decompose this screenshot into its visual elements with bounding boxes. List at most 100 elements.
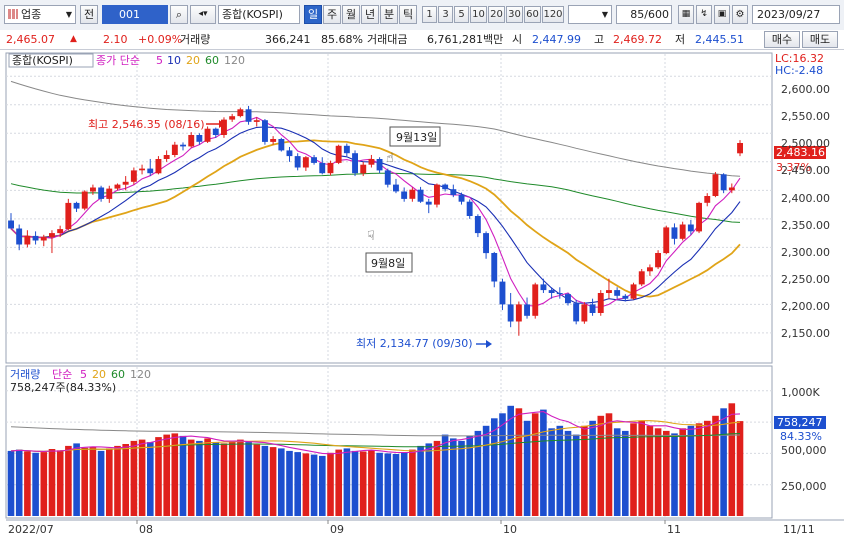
period-day[interactable]: 일 — [304, 5, 322, 24]
volume-bar[interactable] — [335, 449, 342, 516]
candle[interactable] — [270, 139, 277, 142]
period-tick[interactable]: 틱 — [399, 5, 417, 24]
candle[interactable] — [655, 253, 661, 268]
volume-bar[interactable] — [564, 430, 572, 516]
volume-bar[interactable] — [32, 452, 39, 516]
candle[interactable] — [573, 303, 580, 322]
interval-1[interactable]: 1 — [422, 6, 437, 23]
market-select[interactable]: 업종 ▼ — [4, 5, 76, 24]
candle[interactable] — [712, 174, 719, 196]
candle[interactable] — [663, 227, 670, 254]
interval-120[interactable]: 120 — [542, 6, 564, 23]
volume-bar[interactable] — [433, 440, 441, 516]
candle[interactable] — [425, 201, 432, 205]
candle[interactable] — [24, 235, 31, 245]
period-month[interactable]: 월 — [342, 5, 360, 24]
interval-20[interactable]: 20 — [488, 6, 505, 23]
volume-bar[interactable] — [114, 445, 121, 516]
volume-bar[interactable] — [450, 438, 457, 516]
volume-bar[interactable] — [65, 445, 72, 516]
candle[interactable] — [434, 184, 440, 205]
candle[interactable] — [393, 184, 399, 192]
candle[interactable] — [49, 233, 55, 238]
candle[interactable] — [311, 157, 317, 163]
candle[interactable] — [556, 293, 563, 295]
candle[interactable] — [73, 202, 80, 209]
volume-bar[interactable] — [179, 435, 187, 516]
volume-bar[interactable] — [269, 447, 277, 516]
candle[interactable] — [98, 187, 105, 199]
candle[interactable] — [335, 145, 342, 163]
candle[interactable] — [163, 155, 170, 159]
volume-bar[interactable] — [728, 403, 736, 516]
volume-bar[interactable] — [286, 450, 293, 516]
volume-bar[interactable] — [106, 448, 113, 516]
candle[interactable] — [507, 304, 514, 322]
candle[interactable] — [704, 196, 711, 203]
candle[interactable] — [16, 228, 23, 245]
candle[interactable] — [286, 150, 293, 157]
candle[interactable] — [442, 184, 449, 190]
gear-icon[interactable]: ⚙ — [732, 5, 748, 24]
candle[interactable] — [548, 290, 555, 293]
volume-bar[interactable] — [392, 454, 400, 516]
speaker-icon[interactable]: ◂▾ — [190, 5, 216, 24]
sell-button[interactable]: 매도 — [802, 31, 838, 48]
candle[interactable] — [737, 143, 743, 154]
candle[interactable] — [155, 159, 162, 174]
volume-bar[interactable] — [163, 434, 170, 516]
candle[interactable] — [687, 224, 694, 232]
period-year[interactable]: 년 — [361, 5, 379, 24]
save-icon[interactable]: ▣ — [714, 5, 730, 24]
chart-tool-icon[interactable]: ↯ — [696, 5, 712, 24]
prev-button[interactable]: 전 — [80, 5, 98, 24]
volume-bar[interactable] — [302, 453, 310, 516]
volume-bar[interactable] — [40, 452, 48, 516]
interval-5[interactable]: 5 — [454, 6, 469, 23]
volume-bar[interactable] — [155, 437, 162, 516]
price-panel[interactable] — [5, 52, 773, 364]
volume-bar[interactable] — [499, 413, 506, 516]
candle[interactable] — [229, 116, 236, 120]
candle[interactable] — [114, 184, 121, 189]
volume-bar[interactable] — [671, 433, 678, 516]
code-input[interactable]: 001 — [102, 5, 168, 24]
volume-bar[interactable] — [48, 449, 56, 516]
volume-bar[interactable] — [253, 444, 261, 516]
volume-bar[interactable] — [425, 443, 433, 516]
grid-settings-icon[interactable]: ▦ — [678, 5, 694, 24]
volume-bar[interactable] — [409, 449, 416, 516]
candle[interactable] — [188, 135, 195, 147]
candle[interactable] — [483, 233, 489, 254]
volume-bar[interactable] — [7, 450, 15, 516]
volume-bar[interactable] — [327, 452, 334, 516]
volume-bar[interactable] — [441, 434, 449, 516]
volume-bar[interactable] — [531, 413, 539, 516]
candle[interactable] — [565, 294, 571, 304]
volume-bar[interactable] — [638, 420, 645, 516]
candle[interactable] — [409, 189, 416, 199]
volume-bar[interactable] — [630, 423, 637, 516]
volume-bar[interactable] — [351, 450, 359, 516]
volume-bar[interactable] — [466, 435, 473, 516]
volume-bar[interactable] — [89, 446, 97, 517]
candle[interactable] — [638, 271, 645, 285]
candle[interactable] — [106, 188, 113, 199]
volume-bar[interactable] — [237, 439, 244, 516]
volume-bar[interactable] — [400, 452, 408, 516]
volume-bar[interactable] — [556, 425, 564, 516]
candle[interactable] — [647, 267, 653, 272]
candle[interactable] — [622, 295, 629, 299]
candle[interactable] — [728, 187, 735, 191]
candle[interactable] — [581, 304, 588, 322]
volume-bar[interactable] — [507, 405, 514, 516]
volume-bar[interactable] — [458, 440, 465, 516]
candle[interactable] — [532, 284, 539, 316]
search-icon[interactable]: ⌕ — [170, 5, 188, 24]
candle[interactable] — [139, 168, 145, 171]
candle[interactable] — [671, 227, 678, 239]
volume-bar[interactable] — [196, 440, 203, 516]
volume-bar[interactable] — [220, 443, 228, 516]
volume-bar[interactable] — [15, 449, 23, 516]
volume-bar[interactable] — [245, 442, 252, 516]
